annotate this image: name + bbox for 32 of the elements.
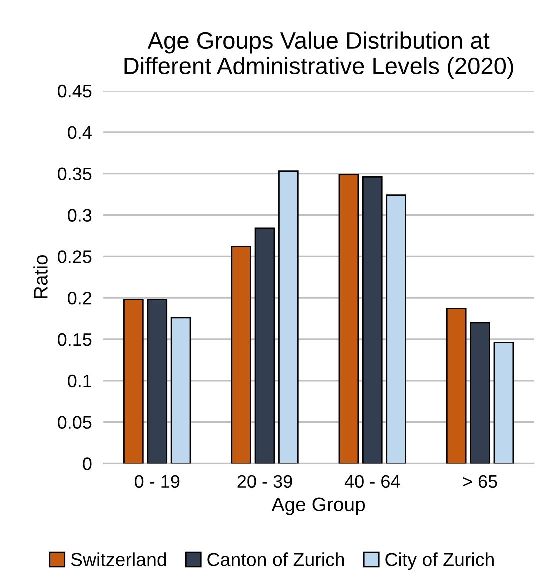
- bar: [231, 246, 252, 464]
- bar: [278, 170, 299, 464]
- y-tick-label: 0.45: [58, 84, 92, 98]
- bar: [386, 194, 406, 464]
- legend-label: City of Zurich: [386, 552, 494, 570]
- y-axis-title: Ratio: [34, 255, 48, 298]
- legend-label: Canton of Zurich: [208, 552, 344, 566]
- bar: [362, 176, 383, 464]
- y-tick-label: 0.3: [68, 209, 92, 222]
- y-tick-label: 0: [83, 458, 92, 470]
- bar: [254, 228, 276, 464]
- bar: [470, 322, 490, 464]
- y-tick-label: 0.2: [68, 292, 92, 305]
- bar: [147, 299, 168, 464]
- bar: [170, 317, 192, 464]
- x-axis-title: Age Group: [272, 498, 366, 516]
- y-tick-label: 0.4: [68, 126, 92, 140]
- bar: [338, 174, 360, 464]
- x-tick-label: 20 - 39: [238, 475, 292, 488]
- chart-title: Age Groups Value Distribution at Different Administrative Levels (2020): [124, 32, 514, 80]
- y-tick-label: 0.25: [58, 250, 92, 264]
- y-tick-label: 0.15: [58, 333, 92, 346]
- y-tick-label: 0.05: [58, 416, 92, 430]
- y-tick-label: 0.35: [58, 168, 92, 181]
- x-tick-label: 40 - 64: [344, 475, 400, 488]
- bar: [124, 299, 144, 464]
- y-tick-label: 0.1: [68, 374, 92, 388]
- bar: [494, 342, 514, 464]
- legend-label: Switzerland: [71, 552, 166, 566]
- x-tick-label: 0 - 19: [134, 475, 180, 488]
- x-tick-label: > 65: [463, 475, 498, 488]
- bar: [446, 308, 467, 464]
